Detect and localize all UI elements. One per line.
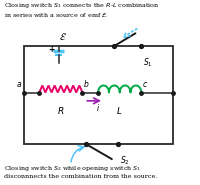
Text: $c$: $c$ <box>142 80 148 89</box>
Text: disconnnects the combination from the source.: disconnnects the combination from the so… <box>4 174 157 179</box>
Text: $R$: $R$ <box>57 105 65 115</box>
Text: $L$: $L$ <box>116 105 123 115</box>
Text: in series with a source of emf $\mathcal{E}$.: in series with a source of emf $\mathcal… <box>4 11 108 19</box>
Text: $a$: $a$ <box>16 80 23 89</box>
Text: $S_2$: $S_2$ <box>120 154 129 167</box>
Text: Closing switch $S_1$ connects the $R$-$L$ combination: Closing switch $S_1$ connects the $R$-$L… <box>4 1 160 10</box>
Text: $S_1$: $S_1$ <box>143 56 153 69</box>
Text: +: + <box>48 46 54 54</box>
Text: Closing switch $S_2$ while opening switch $S_1$: Closing switch $S_2$ while opening switc… <box>4 164 141 173</box>
Text: $i$: $i$ <box>96 102 100 113</box>
Text: $\mathcal{E}$: $\mathcal{E}$ <box>59 31 67 42</box>
Text: $b$: $b$ <box>83 78 90 89</box>
